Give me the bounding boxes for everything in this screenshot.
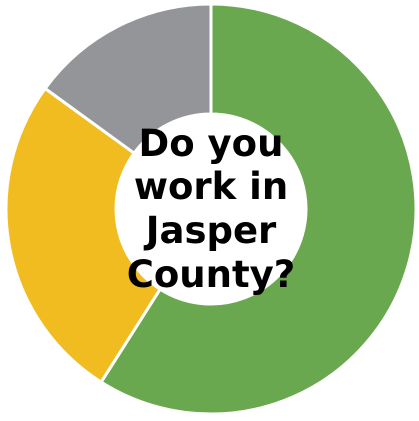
chart-title: Do you work in Jasper County? [116, 114, 306, 304]
